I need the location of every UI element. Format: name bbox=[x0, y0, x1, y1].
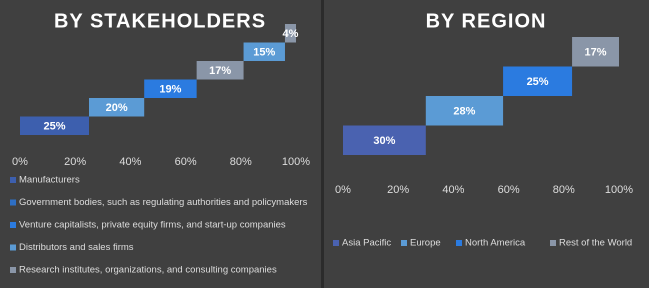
legend-label: Research institutes, organizations, and … bbox=[19, 265, 277, 276]
segment bbox=[343, 125, 426, 155]
legend-swatch bbox=[10, 199, 16, 206]
segment bbox=[196, 61, 244, 80]
value-label: 4% bbox=[283, 28, 299, 40]
segment bbox=[144, 79, 197, 98]
value-label: 17% bbox=[209, 65, 231, 77]
x-tick-label: 60% bbox=[498, 184, 520, 196]
value-label: 30% bbox=[373, 135, 395, 147]
segment bbox=[503, 66, 573, 96]
x-tick-label: 20% bbox=[64, 156, 86, 168]
segment bbox=[243, 42, 285, 61]
legend-swatch bbox=[10, 222, 16, 228]
x-tick-label: 0% bbox=[335, 184, 351, 196]
legend-swatch bbox=[333, 240, 339, 246]
segment bbox=[284, 24, 296, 43]
value-label: 15% bbox=[253, 47, 275, 59]
legend-label: Rest of the World bbox=[559, 238, 632, 249]
legend-label: Venture capitalists, private equity firm… bbox=[19, 220, 286, 231]
segment bbox=[572, 37, 619, 67]
x-tick-label: 80% bbox=[230, 156, 252, 168]
x-tick-label: 80% bbox=[553, 184, 575, 196]
x-tick-label: 100% bbox=[605, 184, 633, 196]
x-tick-label: 20% bbox=[387, 184, 409, 196]
segment bbox=[20, 116, 89, 135]
chart-title: BY REGION bbox=[426, 10, 547, 32]
x-tick-label: 60% bbox=[175, 156, 197, 168]
legend-label: Europe bbox=[410, 238, 441, 249]
legend-label: Manufacturers bbox=[19, 175, 80, 186]
legend-swatch bbox=[10, 267, 16, 273]
legend-swatch bbox=[456, 240, 462, 246]
legend-label: Asia Pacific bbox=[342, 238, 391, 249]
x-tick-label: 0% bbox=[12, 156, 28, 168]
legend-label: Distributors and sales firms bbox=[19, 242, 134, 253]
chart-title: BY STAKEHOLDERS bbox=[54, 10, 266, 32]
legend-swatch bbox=[550, 240, 556, 246]
value-label: 25% bbox=[43, 121, 65, 133]
legend-swatch bbox=[401, 240, 407, 246]
x-tick-label: 40% bbox=[442, 184, 464, 196]
segment bbox=[425, 96, 504, 126]
legend-label: North America bbox=[465, 238, 526, 249]
value-label: 17% bbox=[585, 47, 607, 59]
x-tick-label: 100% bbox=[282, 156, 310, 168]
value-label: 20% bbox=[106, 102, 128, 114]
value-label: 19% bbox=[159, 84, 181, 96]
legend-swatch bbox=[10, 244, 16, 251]
legend-swatch bbox=[10, 177, 16, 183]
legend-label: Government bodies, such as regulating au… bbox=[19, 197, 308, 208]
value-label: 28% bbox=[453, 106, 475, 118]
x-tick-label: 40% bbox=[119, 156, 141, 168]
segment bbox=[89, 98, 145, 117]
value-label: 25% bbox=[527, 76, 549, 88]
